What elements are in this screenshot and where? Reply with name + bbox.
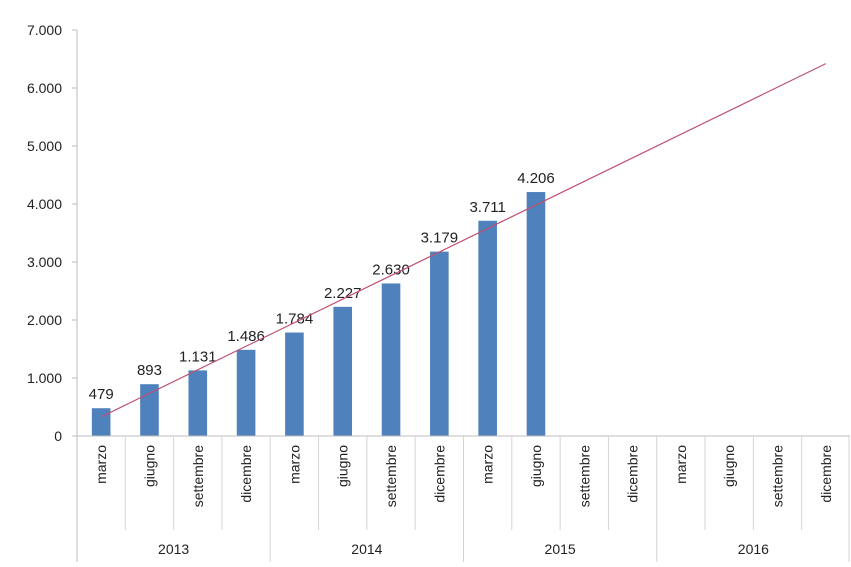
month-label: settembre [190,445,206,507]
data-label: 3.711 [469,199,505,216]
bar [91,408,111,436]
data-label: 1.486 [227,328,265,345]
data-label: 893 [137,362,162,379]
month-label: dicembre [818,445,834,503]
year-label: 2014 [351,541,382,557]
month-label: dicembre [238,445,254,503]
data-labels: 479 893 1.131 1.486 1.784 2.227 2.630 3.179 3.71… [89,170,555,403]
month-label: settembre [383,445,399,507]
x-axis-categories: marzo giugno settembre dicembre marzo giugno s… [93,445,834,557]
bar [188,370,208,436]
y-tick-label: 2.000 [27,312,62,328]
month-label: marzo [93,445,109,484]
bar [430,251,449,436]
month-label: giugno [721,445,737,487]
bar [478,220,497,436]
month-label: settembre [770,445,786,507]
bar [381,283,401,436]
data-label: 2.630 [372,261,410,278]
axes [72,29,850,562]
year-label: 2015 [545,541,576,557]
month-label: marzo [673,445,689,484]
data-label: 2.227 [324,285,362,302]
month-label: dicembre [431,445,447,503]
y-tick-label: 6.000 [27,80,62,96]
month-label: giugno [528,445,544,487]
y-tick-label: 0 [54,428,62,444]
bar [526,192,546,436]
data-label: 479 [89,386,114,403]
data-label: 1.131 [179,348,217,365]
bar [140,384,159,436]
month-label: giugno [335,445,351,487]
month-label: settembre [576,445,592,507]
bar [285,332,304,436]
month-label: dicembre [625,445,641,503]
year-label: 2013 [158,541,189,557]
y-axis-ticks: 0 1.000 2.000 3.000 4.000 5.000 6.000 7.000 [27,22,62,444]
data-label: 1.784 [276,311,314,328]
trend-line [100,63,827,418]
y-tick-label: 4.000 [27,196,62,212]
bar [236,349,256,436]
trendline [100,63,827,418]
month-label: giugno [141,445,157,487]
bars [91,192,546,436]
month-label: marzo [480,445,496,484]
y-tick-label: 7.000 [27,22,62,38]
y-tick-label: 5.000 [27,138,62,154]
data-label: 4.206 [517,170,555,187]
month-label: marzo [286,445,302,484]
y-tick-label: 1.000 [27,370,62,386]
y-tick-label: 3.000 [27,254,62,270]
year-label: 2016 [738,541,769,557]
bar [333,306,353,436]
data-label: 3.179 [421,230,459,247]
